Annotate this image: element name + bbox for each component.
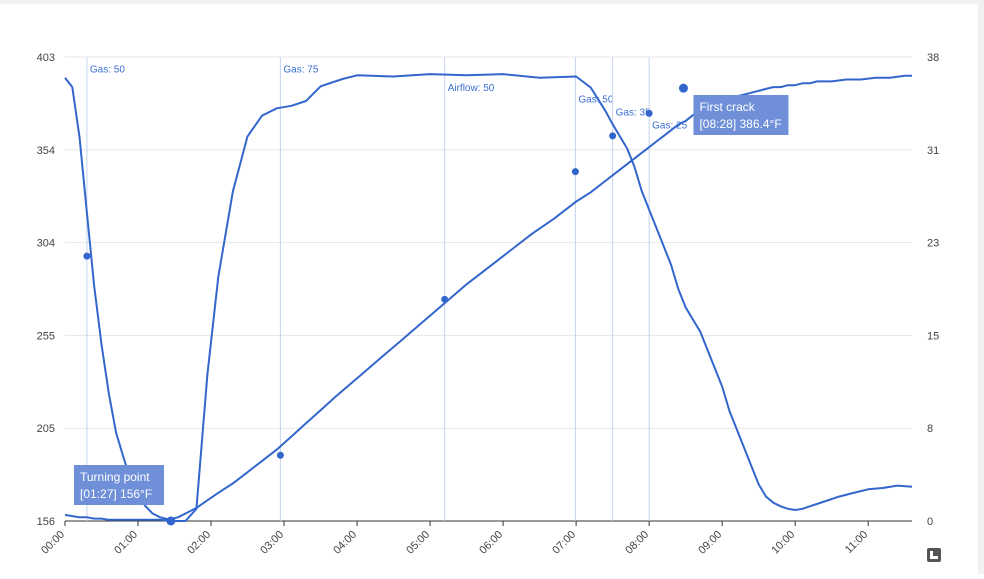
event-annotation: Gas: 50: [90, 64, 125, 75]
data-point-marker: [609, 132, 617, 140]
y-right-tick-label: 31: [927, 145, 939, 157]
data-point-marker: [83, 252, 91, 260]
data-point-marker: [678, 83, 688, 93]
y-left-tick-label: 156: [37, 516, 55, 528]
x-tick-label: 03:00: [258, 529, 286, 557]
callout-badge: [693, 95, 789, 135]
x-tick-label: 04:00: [331, 529, 359, 557]
y-right-tick-label: 23: [927, 238, 939, 250]
y-right-tick-label: 8: [927, 423, 933, 435]
event-annotation: Gas: 50: [578, 94, 613, 105]
y-left-tick-label: 255: [37, 330, 55, 342]
bean-temperature-line: [64, 74, 912, 521]
callout-badge: [74, 465, 164, 505]
x-tick-label: 09:00: [696, 529, 724, 557]
event-annotation: Gas: 25: [652, 121, 687, 132]
event-annotation: Gas: 75: [283, 64, 318, 75]
y-right-tick-label: 15: [927, 330, 939, 342]
callout-value: [08:28] 386.4°F: [699, 117, 781, 131]
data-point-marker: [441, 295, 449, 303]
y-left-tick-label: 304: [37, 238, 55, 250]
callout-title: First crack: [699, 100, 755, 114]
top-border: [0, 0, 984, 4]
x-tick-label: 02:00: [185, 529, 213, 557]
y-left-tick-label: 205: [37, 423, 55, 435]
x-tick-label: 07:00: [550, 529, 578, 557]
x-tick-label: 00:00: [39, 529, 67, 557]
y-right-tick-label: 0: [927, 516, 933, 528]
data-point-marker: [276, 451, 284, 459]
data-point-marker: [645, 109, 653, 117]
x-tick-label: 01:00: [112, 529, 140, 557]
event-annotation: Gas: 35: [616, 107, 651, 118]
data-point-marker: [571, 168, 579, 176]
callout-title: Turning point: [80, 470, 150, 484]
event-annotation: Airflow: 50: [448, 83, 495, 94]
right-border: [978, 0, 984, 574]
x-tick-label: 06:00: [477, 529, 505, 557]
x-tick-label: 08:00: [623, 529, 651, 557]
logo-icon: [927, 548, 941, 562]
x-tick-label: 11:00: [843, 529, 870, 556]
rate-of-rise-line: [64, 73, 913, 522]
y-right-tick-label: 38: [927, 52, 939, 64]
y-left-tick-label: 354: [37, 145, 55, 157]
callout-value: [01:27] 156°F: [80, 487, 152, 501]
y-left-tick-label: 403: [37, 52, 55, 64]
x-tick-label: 05:00: [404, 529, 432, 557]
data-point-marker: [166, 516, 176, 526]
x-tick-label: 10:00: [769, 529, 797, 557]
